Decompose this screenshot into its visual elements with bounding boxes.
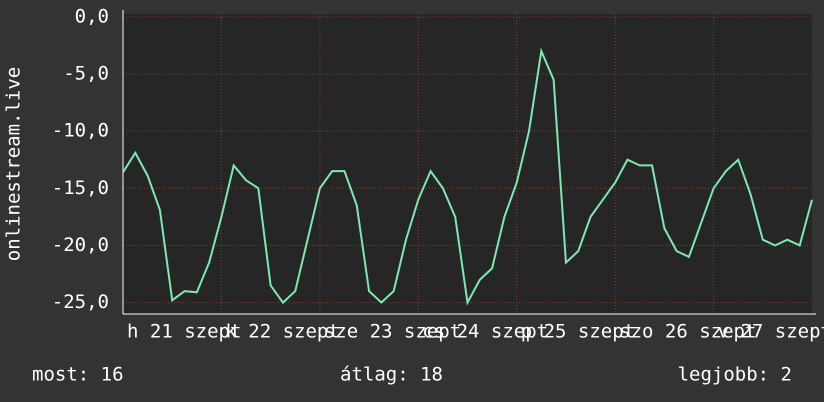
x-tick-label: sze 23 szept [324,321,461,343]
x-tick-label: k 22 szept [225,321,339,343]
plot-area [123,14,812,314]
y-tick-label: -15,0 [52,177,109,199]
y-tick-label: -25,0 [52,291,109,313]
x-tick-label: h 21 szept [127,321,241,343]
y-tick-label: -20,0 [52,234,109,256]
y-tick-label: -10,0 [52,120,109,142]
footer-current: most: 16 [32,364,124,386]
x-tick-label: v 27 szept [718,321,824,343]
y-axis-label: onlinestream.live [3,67,25,261]
footer-average: átlag: 18 [340,364,443,386]
x-tick-label: szo 26 szept [619,321,756,343]
data-line [122,47,813,306]
x-tick-label: cs 24 szept [422,321,548,343]
footer-best: legjobb: 2 [678,364,792,386]
y-tick-label: 0,0 [75,5,109,27]
x-tick-label: p 25 szept [521,321,635,343]
y-tick-label: -5,0 [63,63,109,85]
